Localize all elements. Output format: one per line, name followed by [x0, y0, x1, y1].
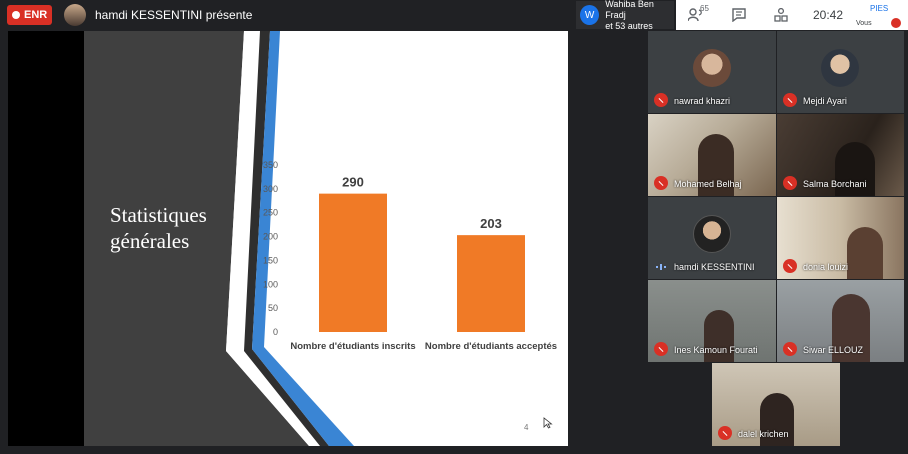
- bar-chart: 0 50 100 150 200 250 300 350 290 Nombre d'étudian…: [263, 160, 557, 352]
- mic-off-icon: [783, 342, 797, 356]
- participant-name: nawrad khazri: [674, 96, 731, 106]
- y-tick-label: 50: [268, 303, 278, 313]
- people-count: 65: [700, 4, 709, 13]
- participant-tile[interactable]: Ines Kamoun Fourati: [648, 280, 776, 362]
- category-label: Nombre d'étudiants inscrits: [290, 341, 415, 352]
- bar: [457, 235, 525, 332]
- participant-tile[interactable]: Siwar ELLOUZ: [777, 280, 904, 362]
- mic-off-icon: [783, 259, 797, 273]
- mic-off-icon: [654, 342, 668, 356]
- presenter-avatar: [64, 4, 86, 26]
- participant-video: [832, 294, 870, 362]
- participant-tile[interactable]: Mohamed Belhaj: [648, 114, 776, 196]
- participant-name: donia louizi: [803, 262, 849, 272]
- clock: 20:42: [813, 8, 844, 22]
- y-tick-label: 200: [263, 232, 278, 242]
- activities-icon[interactable]: [774, 8, 788, 22]
- self-logo: PIES: [870, 4, 889, 13]
- participant-name: dalel krichen: [738, 429, 789, 439]
- speaker-name: Wahiba Ben Fradj: [605, 0, 654, 20]
- avatar: [821, 49, 859, 87]
- mic-off-icon: [654, 176, 668, 190]
- record-dot-icon: [12, 11, 20, 19]
- participant-name: Salma Borchani: [803, 179, 867, 189]
- people-icon[interactable]: [688, 8, 704, 22]
- self-label: Vous: [856, 20, 872, 27]
- slide-background: [84, 31, 354, 446]
- y-tick-label: 150: [263, 255, 278, 265]
- participant-video: [698, 134, 734, 196]
- mic-off-icon[interactable]: [891, 18, 901, 28]
- participant-tile[interactable]: nawrad khazri: [648, 31, 776, 113]
- participant-name: Mohamed Belhaj: [674, 179, 742, 189]
- mic-off-icon: [783, 176, 797, 190]
- slide-title: Statistiques générales: [110, 203, 207, 253]
- participant-name: hamdi KESSENTINI: [674, 262, 755, 272]
- y-tick-label: 0: [273, 327, 278, 337]
- speaker-avatar: W: [580, 5, 600, 25]
- active-speaker-chip[interactable]: W Wahiba Ben Fradj et 53 autres: [576, 0, 674, 31]
- y-tick-label: 100: [263, 279, 278, 289]
- participant-tile[interactable]: Mejdi Ayari: [777, 31, 904, 113]
- mouse-cursor-icon: [543, 417, 553, 429]
- mic-off-icon: [783, 93, 797, 107]
- participant-video: [835, 142, 875, 196]
- bar: [319, 193, 387, 332]
- speaking-indicator-icon: [656, 264, 666, 270]
- participant-video: [760, 393, 794, 446]
- y-tick-label: 350: [263, 160, 278, 170]
- recording-badge[interactable]: ENR: [7, 5, 52, 25]
- participant-tile[interactable]: donia louizi: [777, 197, 904, 279]
- participant-name: Siwar ELLOUZ: [803, 345, 864, 355]
- slide-page-number: 4: [524, 423, 529, 432]
- recording-label: ENR: [24, 9, 48, 21]
- category-label: Nombre d'étudiants acceptés: [425, 341, 557, 352]
- participant-name: Mejdi Ayari: [803, 96, 847, 106]
- others-count: et 53 autres: [605, 20, 653, 31]
- participant-tile[interactable]: dalel krichen: [712, 363, 840, 446]
- bar-data-label: 290: [342, 175, 364, 190]
- participant-tile[interactable]: hamdi KESSENTINI: [648, 197, 776, 279]
- chat-icon[interactable]: [732, 8, 746, 22]
- avatar: [693, 49, 731, 87]
- mic-off-icon: [654, 93, 668, 107]
- participant-name: Ines Kamoun Fourati: [674, 345, 758, 355]
- mic-off-icon: [718, 426, 732, 440]
- y-tick-label: 300: [263, 184, 278, 194]
- self-view-tile[interactable]: PIES Vous: [854, 2, 906, 29]
- bar-data-label: 203: [480, 216, 502, 231]
- participant-tile[interactable]: Salma Borchani: [777, 114, 904, 196]
- y-tick-label: 250: [263, 208, 278, 218]
- presenter-status: hamdi KESSENTINI présente: [95, 8, 253, 22]
- participant-video: [704, 310, 734, 362]
- avatar: [693, 215, 731, 253]
- participant-video: [847, 227, 883, 279]
